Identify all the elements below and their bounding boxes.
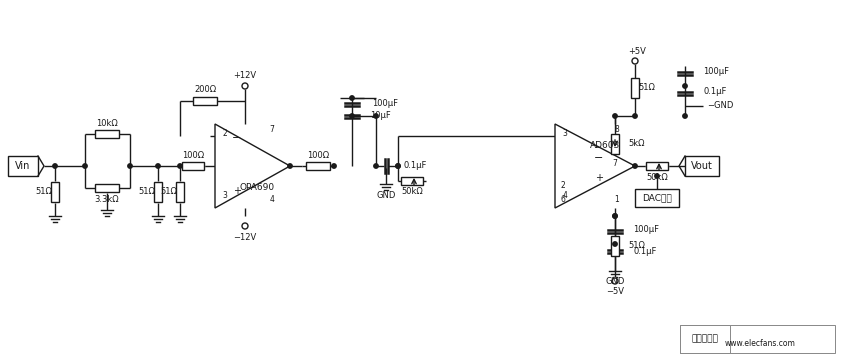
Text: 电子发烧友: 电子发烧友: [692, 335, 718, 344]
Circle shape: [242, 83, 248, 89]
Bar: [176, 182, 184, 202]
Circle shape: [178, 164, 182, 168]
Text: 100Ω: 100Ω: [182, 151, 204, 160]
Circle shape: [53, 164, 57, 168]
Text: 0.1μF: 0.1μF: [404, 161, 427, 170]
Text: 2: 2: [561, 182, 566, 191]
Text: 10μF: 10μF: [370, 112, 391, 121]
Bar: [680, 325, 835, 353]
Circle shape: [396, 164, 400, 168]
Circle shape: [349, 96, 354, 100]
Text: 8: 8: [615, 126, 619, 135]
Text: +: +: [595, 173, 603, 183]
Circle shape: [156, 164, 160, 168]
Text: 1: 1: [615, 196, 619, 204]
Text: GND: GND: [377, 191, 396, 200]
Bar: [306, 162, 330, 170]
Text: 50kΩ: 50kΩ: [646, 174, 668, 183]
Text: 50kΩ: 50kΩ: [401, 187, 423, 196]
Text: 2: 2: [223, 130, 227, 139]
Text: 5kΩ: 5kΩ: [628, 139, 644, 148]
Text: DAC输出: DAC输出: [642, 193, 672, 203]
Text: 51Ω: 51Ω: [160, 187, 177, 196]
Text: 100μF: 100μF: [633, 226, 659, 235]
Text: 4: 4: [562, 191, 567, 200]
Circle shape: [632, 58, 638, 64]
Bar: [8, 156, 38, 176]
Text: +: +: [233, 186, 241, 196]
Text: −12V: −12V: [233, 234, 257, 243]
Circle shape: [374, 164, 378, 168]
Text: 3.3kΩ: 3.3kΩ: [95, 195, 120, 204]
Bar: [182, 162, 204, 170]
Circle shape: [613, 214, 617, 218]
Bar: [154, 182, 162, 202]
Text: +5V: +5V: [628, 48, 646, 57]
Circle shape: [613, 214, 617, 218]
Circle shape: [242, 223, 248, 229]
Text: Vin: Vin: [15, 161, 31, 171]
Text: +12V: +12V: [233, 71, 257, 81]
Circle shape: [287, 164, 293, 168]
Circle shape: [374, 114, 378, 118]
Text: GND: GND: [605, 277, 625, 286]
Circle shape: [242, 83, 248, 89]
Bar: [95, 184, 119, 192]
Text: 51Ω: 51Ω: [138, 187, 155, 196]
Circle shape: [633, 164, 637, 168]
Bar: [635, 189, 679, 207]
Bar: [611, 236, 619, 256]
Text: 7: 7: [612, 158, 617, 168]
Bar: [95, 130, 119, 138]
Text: −5V: −5V: [606, 287, 624, 296]
Circle shape: [349, 114, 354, 118]
Polygon shape: [555, 124, 635, 208]
Text: Vout: Vout: [691, 161, 713, 171]
Text: 10kΩ: 10kΩ: [96, 119, 118, 129]
Circle shape: [632, 58, 638, 64]
Text: 100μF: 100μF: [372, 99, 398, 108]
Bar: [631, 78, 639, 98]
Bar: [193, 97, 217, 105]
Circle shape: [396, 164, 400, 168]
Circle shape: [612, 278, 618, 284]
Circle shape: [683, 114, 687, 118]
Circle shape: [655, 174, 659, 178]
Circle shape: [242, 223, 248, 229]
Text: 100μF: 100μF: [703, 68, 729, 77]
Text: 3: 3: [222, 191, 227, 200]
Text: 6: 6: [561, 196, 566, 204]
Circle shape: [613, 114, 617, 118]
Text: 200Ω: 200Ω: [194, 86, 216, 95]
Text: 4: 4: [270, 196, 275, 204]
Text: 0.1μF: 0.1μF: [703, 87, 727, 96]
Text: 3: 3: [562, 130, 567, 139]
Text: −: −: [232, 133, 242, 143]
Circle shape: [83, 164, 87, 168]
Bar: [51, 182, 59, 202]
Circle shape: [683, 84, 687, 88]
Circle shape: [128, 164, 132, 168]
Circle shape: [612, 278, 618, 284]
Text: −: −: [594, 153, 604, 163]
Bar: [685, 156, 719, 176]
Bar: [401, 177, 423, 185]
Polygon shape: [215, 124, 290, 208]
Text: 100Ω: 100Ω: [307, 151, 329, 160]
Text: 7: 7: [270, 126, 275, 135]
Text: 51Ω: 51Ω: [36, 187, 53, 196]
Text: 0.1μF: 0.1μF: [633, 247, 656, 256]
Text: −GND: −GND: [707, 101, 734, 110]
Text: 51Ω: 51Ω: [639, 83, 656, 92]
Circle shape: [613, 242, 617, 246]
Text: www.elecfans.com: www.elecfans.com: [724, 339, 795, 348]
Text: OPA690: OPA690: [239, 183, 275, 192]
Circle shape: [633, 114, 637, 118]
Bar: [680, 325, 730, 353]
Circle shape: [332, 164, 336, 168]
Bar: [646, 162, 668, 170]
Text: 51Ω: 51Ω: [628, 242, 644, 251]
Bar: [611, 134, 619, 154]
Text: AD603: AD603: [590, 142, 620, 151]
